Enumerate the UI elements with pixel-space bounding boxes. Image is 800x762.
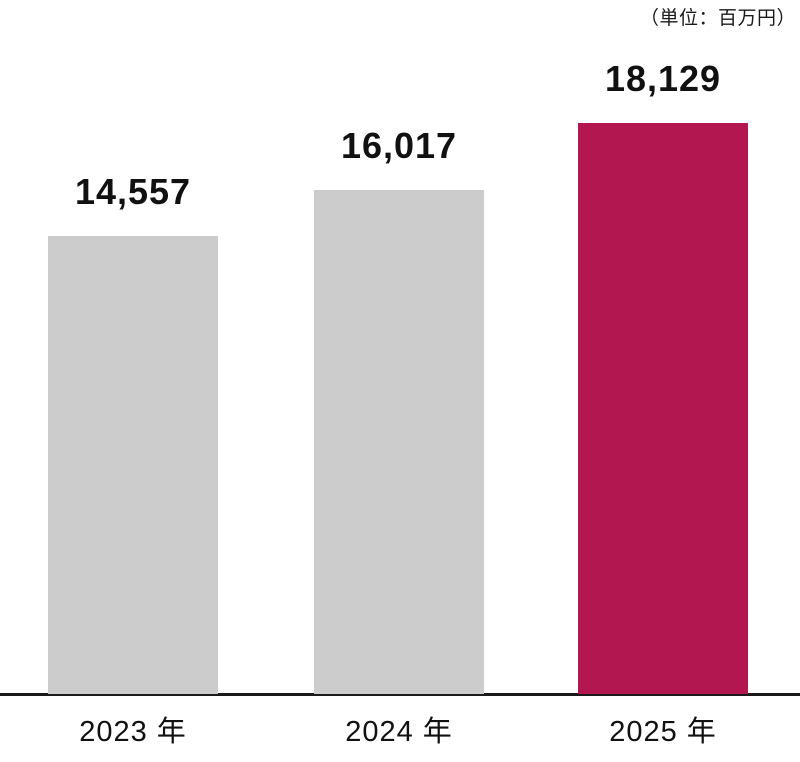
value-label-2025: 18,129 xyxy=(604,58,722,99)
x-axis-line xyxy=(0,693,800,696)
value-label-2024: 16,017 xyxy=(340,125,458,166)
x-axis-label-2024: 2024 年 xyxy=(345,716,453,748)
bar-group-2025: 18,129 xyxy=(578,61,748,694)
bar-2024 xyxy=(314,190,484,694)
bar-group-2024: 16,017 xyxy=(314,128,484,694)
x-axis-label-2025: 2025 年 xyxy=(609,716,717,748)
bar-group-2023: 14,557 xyxy=(48,174,218,694)
unit-label: （単位：百万円） xyxy=(639,8,796,29)
value-label-2023: 14,557 xyxy=(74,171,192,212)
bar-2023 xyxy=(48,236,218,694)
bar-2025 xyxy=(578,123,748,694)
x-axis-label-2023: 2023 年 xyxy=(79,716,187,748)
